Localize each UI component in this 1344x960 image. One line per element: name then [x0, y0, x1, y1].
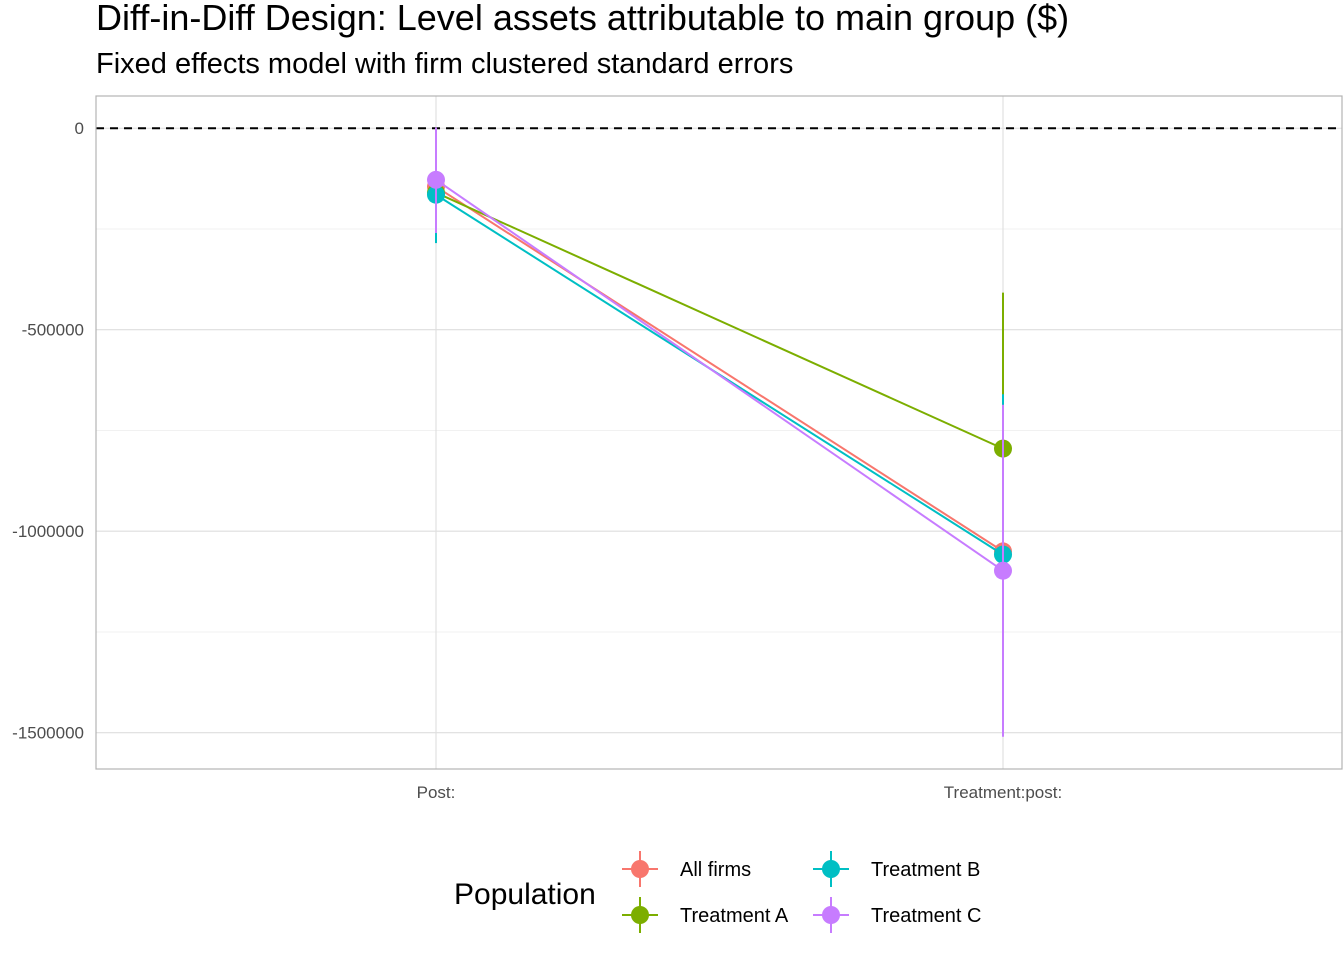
- legend-label: Treatment C: [871, 905, 981, 927]
- legend-label: Treatment A: [680, 905, 789, 927]
- series-line: [435, 191, 1004, 450]
- chart-title: Diff-in-Diff Design: Level assets attrib…: [96, 0, 1070, 38]
- series-layer: [427, 127, 1012, 737]
- legend-title: Population: [454, 878, 596, 911]
- legend-item: Treatment B: [813, 851, 980, 887]
- data-point: [427, 170, 445, 189]
- legend-item: Treatment C: [813, 897, 981, 933]
- legend-item: All firms: [622, 851, 751, 887]
- y-axis: 0 -500000 -1000000 -1500000: [12, 119, 84, 742]
- x-tick-label: Post:: [417, 783, 456, 802]
- legend-key-point: [631, 906, 649, 924]
- y-tick-label: 0: [75, 119, 84, 138]
- y-tick-label: -1000000: [12, 522, 84, 541]
- legend-label: Treatment B: [871, 859, 980, 881]
- grid-lines: [96, 96, 1342, 769]
- legend-item: Treatment A: [622, 897, 789, 933]
- x-tick-label: Treatment:post:: [944, 783, 1062, 802]
- legend: Population All firms Treatment A Treatment…: [454, 851, 981, 933]
- legend-label: All firms: [680, 859, 751, 881]
- plot-panel: [96, 96, 1342, 769]
- legend-key-point: [822, 860, 840, 878]
- y-tick-label: -500000: [22, 321, 84, 340]
- chart-subtitle: Fixed effects model with firm clustered …: [96, 48, 794, 80]
- series-line: [435, 185, 1004, 553]
- series-treatment-c: [427, 127, 1012, 737]
- x-axis: Post: Treatment:post:: [417, 783, 1063, 802]
- data-point: [994, 561, 1012, 580]
- legend-key-point: [822, 906, 840, 924]
- series-line: [435, 178, 1004, 572]
- y-tick-label: -1500000: [12, 724, 84, 743]
- legend-key-point: [631, 860, 649, 878]
- plot-border: [95, 95, 1343, 770]
